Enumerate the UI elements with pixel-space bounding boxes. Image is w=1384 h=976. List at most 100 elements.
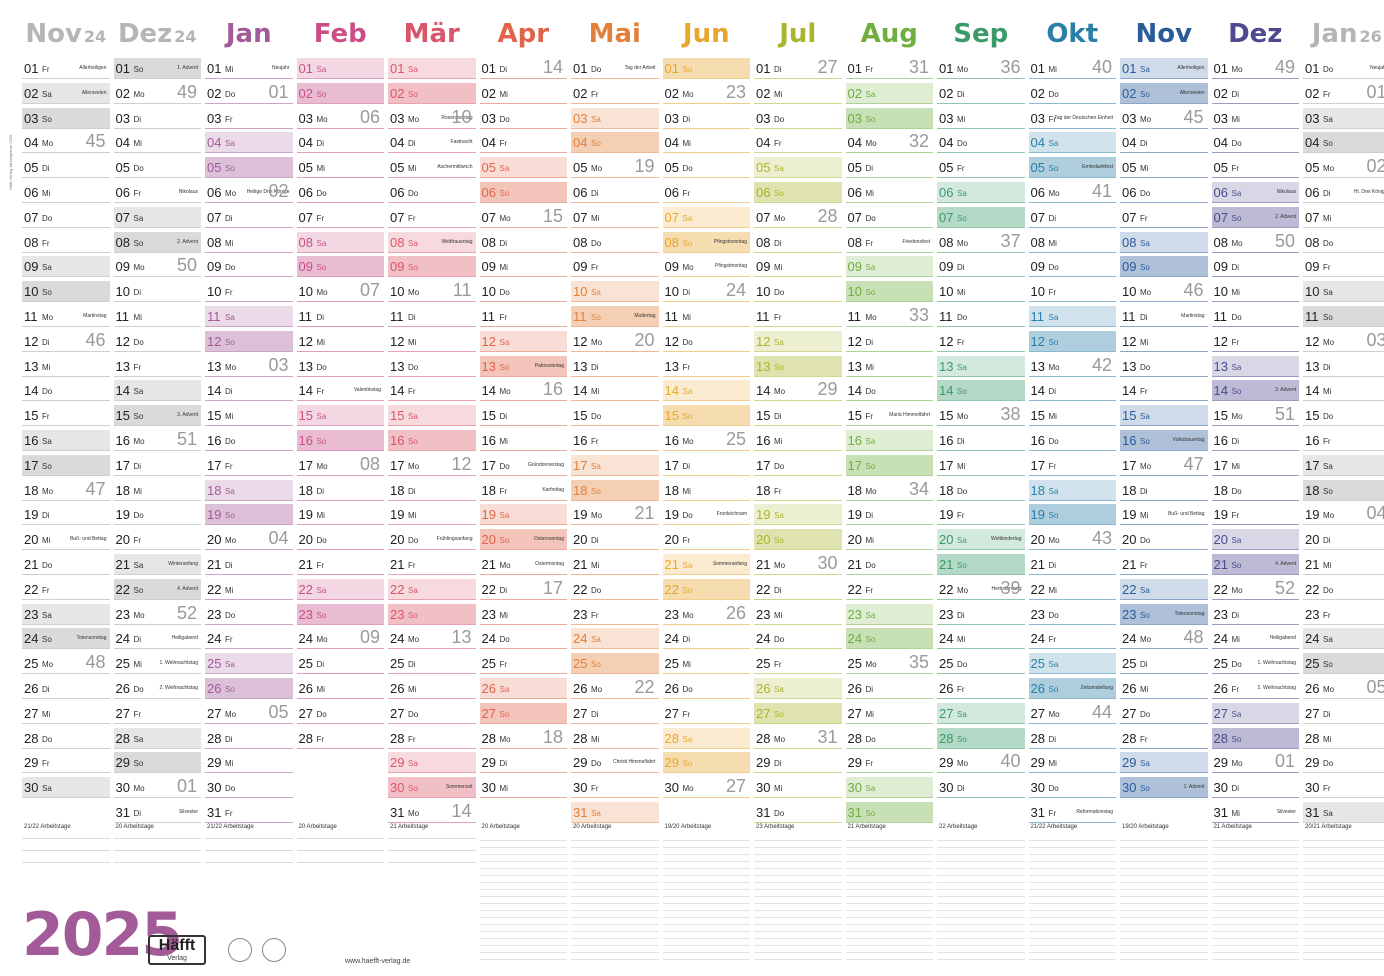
day-row[interactable]: 25 Di	[1120, 653, 1208, 675]
day-row[interactable]: 25 Mi 1. Weihnachtstag	[113, 653, 201, 675]
day-row[interactable]: 24 Sa	[1303, 628, 1384, 650]
day-row[interactable]: 29 Do Christi Himmelfahrt	[571, 752, 659, 774]
day-row[interactable]: 17 Sa	[571, 454, 659, 476]
day-row[interactable]: 11 So	[1303, 306, 1384, 327]
day-row[interactable]: 03 So	[845, 107, 933, 129]
day-row[interactable]: 02 Fr 01	[1303, 82, 1384, 104]
day-row[interactable]: 29 Mi	[205, 752, 293, 774]
day-row[interactable]: 15 Mi	[1028, 405, 1116, 427]
day-row[interactable]: 27 Do	[296, 703, 384, 724]
day-row[interactable]: 28 Mo 18	[479, 727, 567, 749]
day-row[interactable]: 30 So 1. Advent	[1120, 777, 1208, 799]
day-row[interactable]: 19 Sa	[479, 504, 567, 526]
day-row[interactable]: 10 So	[845, 281, 933, 303]
day-row[interactable]: 20 Fr	[662, 529, 750, 551]
day-row[interactable]: 04 Sa	[1028, 132, 1116, 154]
day-row[interactable]: 08 Sa	[1120, 231, 1208, 253]
day-row[interactable]: 23 Fr	[571, 604, 659, 625]
day-row[interactable]: 05 Mo 19	[571, 156, 659, 179]
day-row[interactable]: 07 Di	[205, 207, 293, 228]
day-row[interactable]: 24 Fr	[205, 628, 293, 650]
day-row[interactable]: 25 Fr	[754, 653, 842, 675]
day-row[interactable]: 28 So	[1211, 727, 1299, 749]
day-row[interactable]: 14 Mi	[1303, 380, 1384, 402]
day-row[interactable]: 02 Mo 23	[662, 82, 750, 104]
day-row[interactable]: 25 Mi	[662, 653, 750, 675]
day-row[interactable]: 16 Sa	[22, 430, 110, 451]
day-row[interactable]: 13 Do	[388, 356, 476, 377]
day-row[interactable]: 05 So Erntedankfest	[1028, 157, 1116, 179]
day-row[interactable]: 31 Do	[754, 802, 842, 823]
day-row[interactable]: 05 Sa	[754, 157, 842, 179]
day-row[interactable]: 02 Sa Allerseelen	[22, 82, 110, 104]
day-row[interactable]: 20 Do	[296, 529, 384, 551]
day-row[interactable]: 15 Mo 38	[937, 404, 1025, 427]
day-row[interactable]: 13 Fr	[113, 356, 201, 377]
day-row[interactable]: 12 Fr	[1211, 331, 1299, 352]
day-row[interactable]: 10 So	[22, 281, 110, 303]
day-row[interactable]: 11 Fr	[479, 306, 567, 327]
day-row[interactable]: 21 Di	[205, 554, 293, 575]
day-row[interactable]: 23 Di	[1211, 604, 1299, 625]
day-row[interactable]: 29 Sa	[388, 752, 476, 774]
day-row[interactable]: 09 Di	[1211, 256, 1299, 278]
day-row[interactable]: 01 Fr 31	[845, 57, 933, 79]
day-row[interactable]: 13 Do	[1120, 356, 1208, 377]
day-row[interactable]: 04 Mo 32	[845, 131, 933, 154]
day-row[interactable]: 19 So	[205, 504, 293, 526]
day-row[interactable]: 24 Mo 13	[388, 627, 476, 650]
day-row[interactable]: 01 Mo 49	[1211, 57, 1299, 79]
day-row[interactable]: 31 Mo 14	[388, 801, 476, 823]
day-row[interactable]: 13 Di	[1303, 356, 1384, 377]
day-row[interactable]: 13 Di	[571, 356, 659, 377]
day-row[interactable]: 07 Sa	[662, 206, 750, 228]
day-row[interactable]: 29 Fr	[845, 752, 933, 774]
day-row[interactable]: 26 Sa	[754, 678, 842, 699]
day-row[interactable]: 18 Sa	[1028, 479, 1116, 501]
day-row[interactable]: 07 Sa	[113, 206, 201, 228]
day-row[interactable]: 30 Di	[937, 777, 1025, 799]
day-row[interactable]: 29 Mi	[1028, 752, 1116, 774]
day-row[interactable]: 26 Mo 05	[1303, 677, 1384, 699]
day-row[interactable]: 21 Do	[22, 554, 110, 575]
day-row[interactable]: 30 Fr	[1303, 777, 1384, 799]
day-row[interactable]: 19 Mo 04	[1303, 503, 1384, 526]
day-row[interactable]: 18 Fr Karfreitag	[479, 480, 567, 501]
day-row[interactable]: 23 Sa	[845, 603, 933, 625]
day-row[interactable]: 25 So	[1303, 653, 1384, 675]
day-row[interactable]: 10 Sa	[1303, 281, 1384, 303]
day-row[interactable]: 04 Di	[1120, 132, 1208, 154]
day-row[interactable]: 02 Mi	[754, 83, 842, 104]
day-row[interactable]: 10 Do	[479, 281, 567, 303]
day-row[interactable]: 27 Sa	[937, 702, 1025, 724]
day-row[interactable]: 14 Fr	[388, 380, 476, 402]
day-row[interactable]: 18 Di	[1120, 480, 1208, 501]
day-row[interactable]: 08 Mo 37	[937, 231, 1025, 253]
day-row[interactable]: 11 Di	[388, 306, 476, 327]
day-row[interactable]: 28 Do	[845, 728, 933, 749]
day-row[interactable]: 11 Mi	[662, 306, 750, 327]
day-row[interactable]: 19 Do	[113, 504, 201, 526]
day-row[interactable]: 16 Do	[1028, 430, 1116, 451]
day-row[interactable]: 25 Fr	[479, 653, 567, 675]
day-row[interactable]: 06 Do	[388, 182, 476, 203]
day-row[interactable]: 13 Mo 03	[205, 355, 293, 377]
day-row[interactable]: 28 Mo 31	[754, 727, 842, 749]
day-row[interactable]: 31 Mi Silvester	[1211, 802, 1299, 823]
day-row[interactable]: 16 Di	[937, 430, 1025, 451]
day-row[interactable]: 08 Di	[479, 232, 567, 253]
day-row[interactable]: 04 Sa	[205, 132, 293, 154]
day-row[interactable]: 19 Di	[22, 504, 110, 526]
day-row[interactable]: 20 So	[754, 529, 842, 551]
day-row[interactable]: 10 Sa	[571, 281, 659, 303]
day-row[interactable]: 30 Do	[205, 777, 293, 799]
day-row[interactable]: 07 Mo 15	[479, 206, 567, 228]
day-row[interactable]: 03 Sa	[1303, 107, 1384, 129]
day-row[interactable]: 30 Fr	[571, 777, 659, 799]
day-row[interactable]: 08 Sa Weltfrauentag	[388, 231, 476, 253]
day-row[interactable]: 28 Mi	[571, 728, 659, 749]
day-row[interactable]: 25 Mo 48	[22, 652, 110, 675]
day-row[interactable]: 19 Do Fronleichnam	[662, 504, 750, 526]
day-row[interactable]: 14 Do	[845, 380, 933, 402]
day-row[interactable]: 19 Mi Buß- und Bettag	[1120, 504, 1208, 526]
